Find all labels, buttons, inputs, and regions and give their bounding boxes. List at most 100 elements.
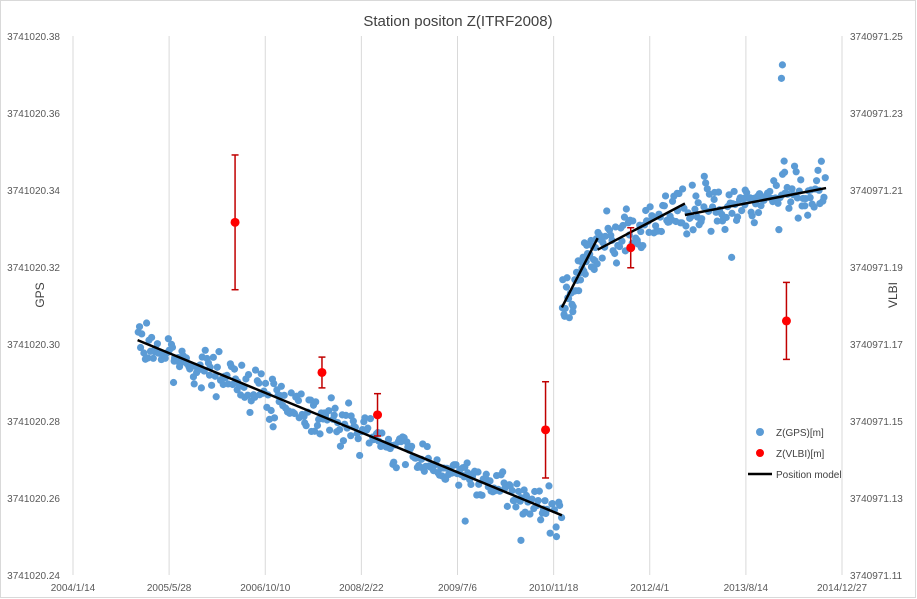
series-gps (134, 61, 829, 544)
y-right-tick-label: 3740971.13 (850, 494, 903, 505)
y-right-tick-label: 3740971.17 (850, 340, 903, 351)
gps-point (728, 253, 736, 261)
gps-point (326, 426, 334, 434)
legend-label-vlbi: Z(VLBI)[m] (776, 449, 825, 460)
gps-point (325, 407, 333, 415)
gps-point (639, 241, 647, 250)
y-left-axis-title: GPS (33, 282, 47, 307)
gps-point (688, 181, 696, 189)
gps-point (535, 487, 543, 495)
gps-point (739, 194, 748, 203)
gps-point (657, 227, 665, 236)
gps-point (461, 517, 469, 525)
gps-point (169, 378, 178, 387)
gps-point (817, 157, 825, 165)
gps-point (356, 451, 364, 460)
x-tick-label: 2004/1/14 (51, 583, 96, 594)
legend-marker-vlbi (756, 449, 764, 457)
gps-point (534, 496, 542, 505)
gps-point (788, 185, 796, 193)
gps-point (213, 363, 221, 371)
gps-point (211, 372, 219, 380)
gps-point (499, 468, 507, 476)
gps-point (209, 353, 217, 361)
x-tick-label: 2010/11/18 (529, 583, 579, 594)
gps-point (766, 187, 774, 196)
gps-point (474, 468, 482, 476)
gps-point (797, 176, 805, 184)
gps-point (576, 276, 585, 284)
model-line-segment (597, 202, 686, 251)
gps-point (820, 193, 828, 201)
y-right-tick-label: 3740971.15 (850, 417, 903, 428)
gps-point (512, 503, 520, 511)
gps-point (140, 349, 148, 357)
gps-point (622, 205, 630, 213)
gps-point (730, 187, 738, 196)
gps-point (794, 214, 802, 222)
gps-point (257, 370, 265, 378)
y-right-axis-ticks: 3740971.11 3740971.13 3740971.15 3740971.17… (850, 32, 903, 582)
gps-point (261, 379, 270, 387)
x-tick-label: 2014/12/27 (817, 583, 867, 594)
gps-point (297, 390, 305, 398)
gps-point (552, 533, 561, 541)
gps-point (812, 177, 821, 185)
gps-point (603, 207, 611, 215)
legend: Z(GPS)[m] Z(VLBI)[m] Position model (748, 428, 842, 481)
x-tick-label: 2012/4/1 (630, 583, 669, 594)
gps-point (277, 382, 285, 390)
gps-point (707, 227, 715, 235)
vlbi-point (781, 316, 791, 326)
y-right-tick-label: 3740971.11 (850, 571, 903, 582)
gps-point (392, 464, 400, 472)
gps-point (637, 227, 645, 236)
gps-point (575, 287, 583, 295)
y-left-tick-label: 3741020.36 (7, 109, 60, 120)
gps-point (366, 415, 375, 423)
gps-point (361, 414, 369, 422)
gps-point (548, 499, 557, 508)
gps-point (294, 396, 303, 405)
gps-point (754, 208, 763, 217)
gps-point (255, 379, 263, 387)
series-vlbi (230, 154, 791, 479)
x-tick-label: 2008/2/22 (339, 583, 384, 594)
gps-point (702, 179, 710, 187)
vlbi-point (541, 425, 551, 435)
gps-point (738, 207, 746, 215)
gps-point (455, 481, 463, 489)
gps-point (814, 166, 822, 174)
gps-point (335, 425, 344, 434)
gps-point (149, 354, 157, 362)
gps-point (541, 497, 549, 505)
gps-point (581, 270, 589, 278)
y-right-tick-label: 3740971.25 (850, 32, 903, 43)
model-line-segment (560, 237, 599, 308)
legend-label-model: Position model (776, 470, 842, 481)
gps-point (401, 460, 410, 469)
gps-point (244, 391, 252, 399)
x-tick-label: 2005/5/28 (147, 583, 192, 594)
gps-point (593, 260, 601, 268)
gps-point (698, 215, 706, 223)
gps-point (757, 201, 765, 210)
gps-point (810, 203, 818, 211)
gps-point (691, 205, 699, 213)
gps-point (792, 168, 800, 176)
gps-point (478, 491, 486, 499)
gps-point (710, 195, 718, 204)
gps-point (433, 456, 441, 464)
gps-point (790, 162, 799, 170)
gps-point (390, 458, 398, 466)
legend-marker-gps (756, 428, 764, 436)
gps-point (777, 74, 786, 82)
gps-point (508, 486, 516, 495)
gps-point (526, 510, 534, 518)
gps-point (774, 199, 782, 207)
y-left-tick-label: 3741020.28 (7, 417, 60, 428)
gps-point (212, 393, 220, 401)
y-left-tick-label: 3741020.24 (7, 571, 60, 582)
vlbi-point (317, 367, 327, 377)
gps-point (423, 442, 431, 451)
